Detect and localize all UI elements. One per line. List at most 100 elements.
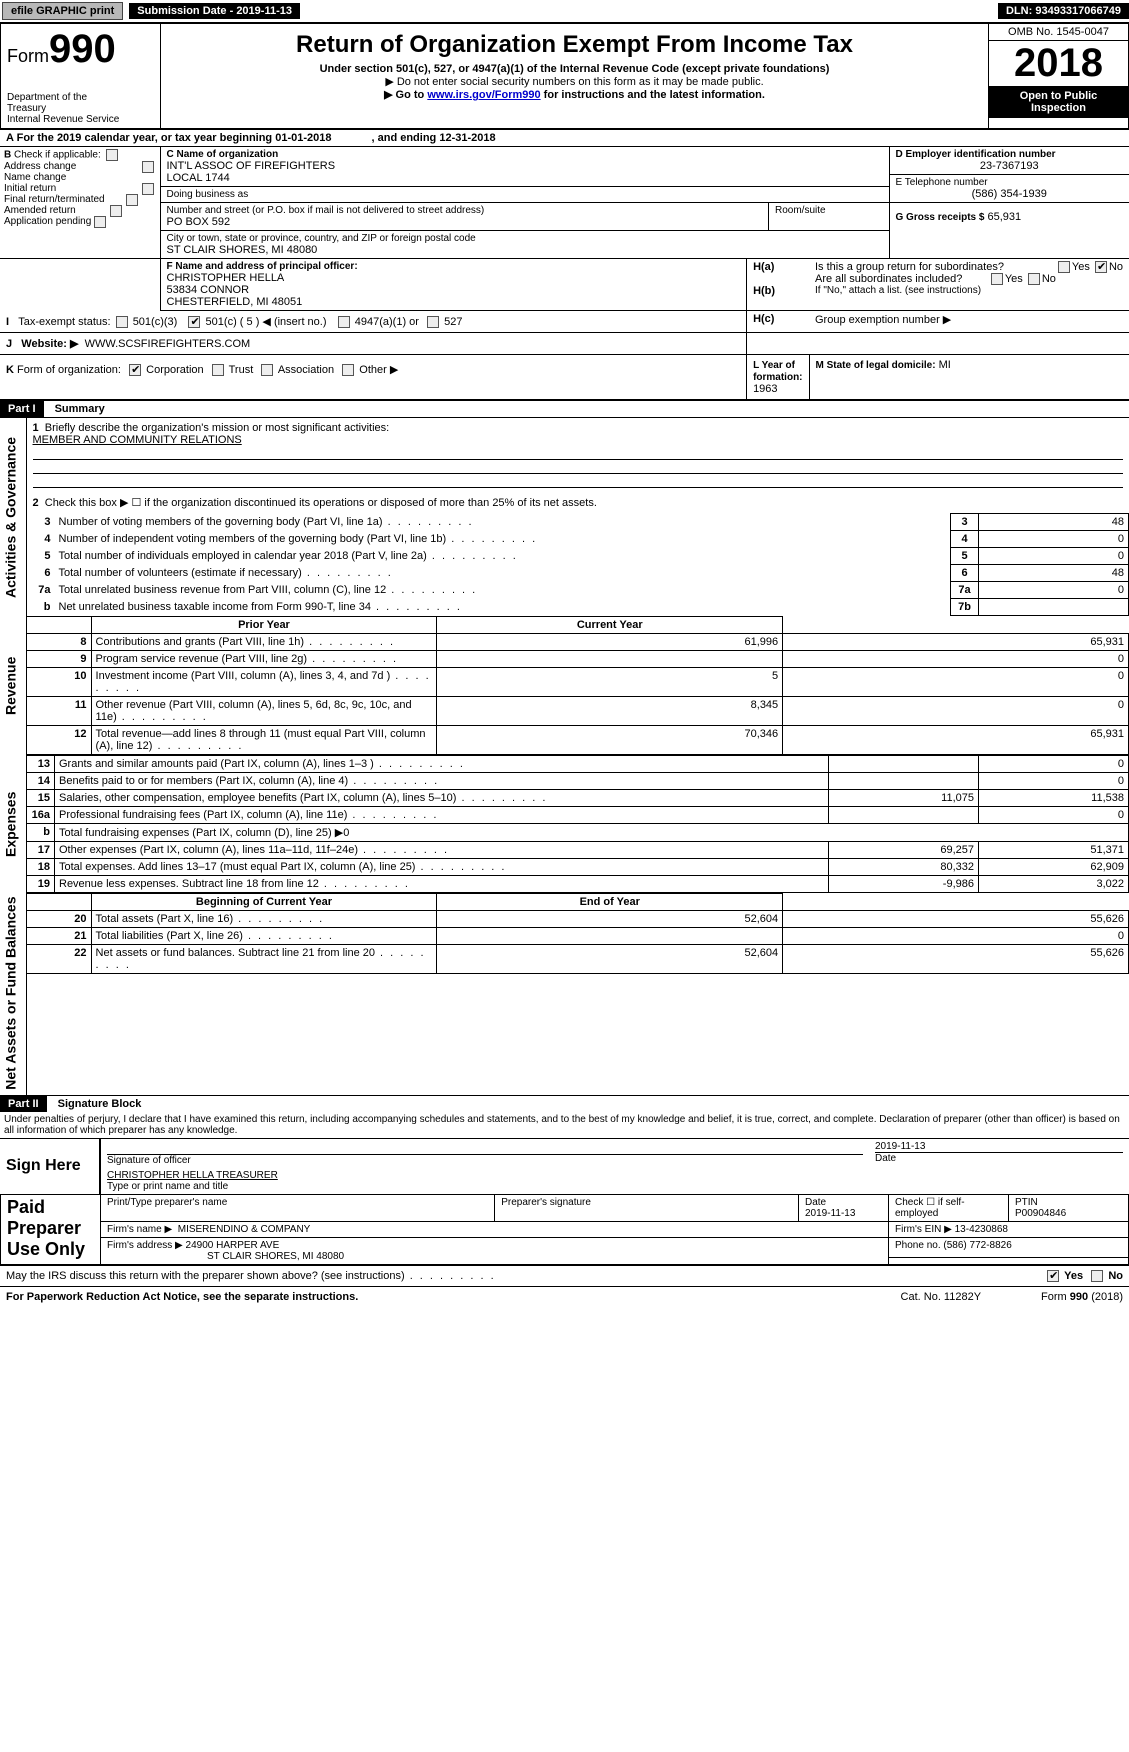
top-bar: efile GRAPHIC print Submission Date - 20… [0,0,1129,23]
checkbox-other[interactable] [342,364,354,376]
current-val: 55,626 [783,945,1129,974]
dept-treasury: Department of the Treasury Internal Reve… [7,92,154,125]
irs-link[interactable]: www.irs.gov/Form990 [427,89,540,101]
tax-year: 2018 [989,41,1128,86]
mission-text: MEMBER AND COMMUNITY RELATIONS [33,434,1124,446]
prior-val: -9,986 [829,876,979,893]
efile-button[interactable]: efile GRAPHIC print [2,2,123,20]
firm-addr2: ST CLAIR SHORES, MI 48080 [207,1251,344,1262]
line-text: Professional fundraising fees (Part IX, … [55,807,829,824]
checkbox-discuss-yes[interactable] [1047,1270,1059,1282]
h-self-employed: Check ☐ if self-employed [889,1194,1009,1221]
h-b: Are all subordinates included? Yes No [815,273,1123,285]
line-text: Total revenue—add lines 8 through 11 (mu… [91,726,437,755]
line-text: Other expenses (Part IX, column (A), lin… [55,842,829,859]
col-end: End of Year [437,894,783,911]
checkbox-assoc[interactable] [261,364,273,376]
m-label: M State of legal domicile: [816,360,936,371]
side-rev: Revenue [0,616,26,755]
f-h-block: F Name and address of principal officer:… [0,258,1129,400]
sign-here-label: Sign Here [0,1138,100,1194]
current-val: 65,931 [783,726,1129,755]
prior-val [829,773,979,790]
part2-tag: Part II [0,1096,47,1112]
gross-receipts: 65,931 [988,211,1022,223]
line-val [979,599,1129,616]
k-label: Form of organization: [17,364,121,376]
checkbox[interactable] [142,183,154,195]
checkbox-yes[interactable] [1058,261,1070,273]
part1-tag: Part I [0,401,44,417]
checkbox-501c3[interactable] [116,316,128,328]
identity-block: B Check if applicable: Address change Na… [0,147,1129,258]
line-text: Total number of volunteers (estimate if … [55,565,951,582]
firm-ein: 13-4230868 [955,1224,1008,1235]
line-num: 22 [27,945,92,974]
line-num: 18 [27,859,55,876]
checkbox-4947[interactable] [338,316,350,328]
dln: DLN: 93493317066749 [998,3,1129,19]
current-val: 62,909 [979,859,1129,876]
officer-street: 53834 CONNOR [167,284,741,296]
line-text: Total number of individuals employed in … [55,548,951,565]
side-exp: Expenses [0,755,26,893]
line-key: 7a [951,582,979,599]
col-prior: Prior Year [91,617,437,634]
line-num: 13 [27,756,55,773]
h-preparer-sig: Preparer's signature [495,1194,799,1221]
note-ssn: Do not enter social security numbers on … [167,75,982,88]
summary-table: Activities & Governance 1 Briefly descri… [0,418,1129,1095]
line-num: 19 [27,876,55,893]
prior-val [437,651,783,668]
prior-val: 11,075 [829,790,979,807]
line-text: Total fundraising expenses (Part IX, col… [55,824,1129,842]
checkbox-discuss-no[interactable] [1091,1270,1103,1282]
checkbox-527[interactable] [427,316,439,328]
name-title-label: Type or print name and title [107,1181,1123,1192]
line-text: Number of independent voting members of … [55,531,951,548]
m-value: MI [939,359,951,371]
line-val: 0 [979,548,1129,565]
line-text: Other revenue (Part VIII, column (A), li… [91,697,437,726]
line-num: 16a [27,807,55,824]
officer-name: CHRISTOPHER HELLA [167,272,741,284]
firm-addr1: 24900 HARPER AVE [186,1240,280,1251]
checkbox[interactable] [126,194,138,206]
current-val: 0 [783,668,1129,697]
opt-pending: Application pending [4,216,156,227]
prior-val: 8,345 [437,697,783,726]
checkbox[interactable] [142,161,154,173]
checkbox[interactable] [106,149,118,161]
line-key: 7b [951,599,979,616]
c-name-label: C Name of organization [167,149,883,160]
prior-val [829,807,979,824]
line-num: 7a [27,582,55,599]
checkbox-no[interactable] [1028,273,1040,285]
prior-val: 69,257 [829,842,979,859]
checkbox[interactable] [110,205,122,217]
line-text: Net unrelated business taxable income fr… [55,599,951,616]
firm-phone: (586) 772-8826 [943,1240,1011,1251]
officer-city: CHESTERFIELD, MI 48051 [167,296,741,308]
org-name-2: LOCAL 1744 [167,172,883,184]
checkbox-corp[interactable] [129,364,141,376]
current-val: 0 [783,697,1129,726]
line-text: Investment income (Part VIII, column (A)… [91,668,437,697]
line-val: 0 [979,582,1129,599]
website-value: WWW.SCSFIREFIGHTERS.COM [85,338,251,350]
opt-final-return: Final return/terminated [4,194,156,205]
form-header: Form990 Department of the Treasury Inter… [0,23,1129,129]
city-value: ST CLAIR SHORES, MI 48080 [167,244,883,256]
opt-address-change: Address change [4,161,156,172]
l2-text: Check this box ▶ ☐ if the organization d… [45,497,597,509]
checkbox-501c[interactable] [188,316,200,328]
checkbox-trust[interactable] [212,364,224,376]
line-num: 15 [27,790,55,807]
checkbox-no[interactable] [1095,261,1107,273]
e-label: E Telephone number [896,177,1124,188]
line-text: Total liabilities (Part X, line 26) [91,928,437,945]
checkbox-yes[interactable] [991,273,1003,285]
line-text: Total assets (Part X, line 16) [91,911,437,928]
prior-val: 61,996 [437,634,783,651]
checkbox[interactable] [94,216,106,228]
